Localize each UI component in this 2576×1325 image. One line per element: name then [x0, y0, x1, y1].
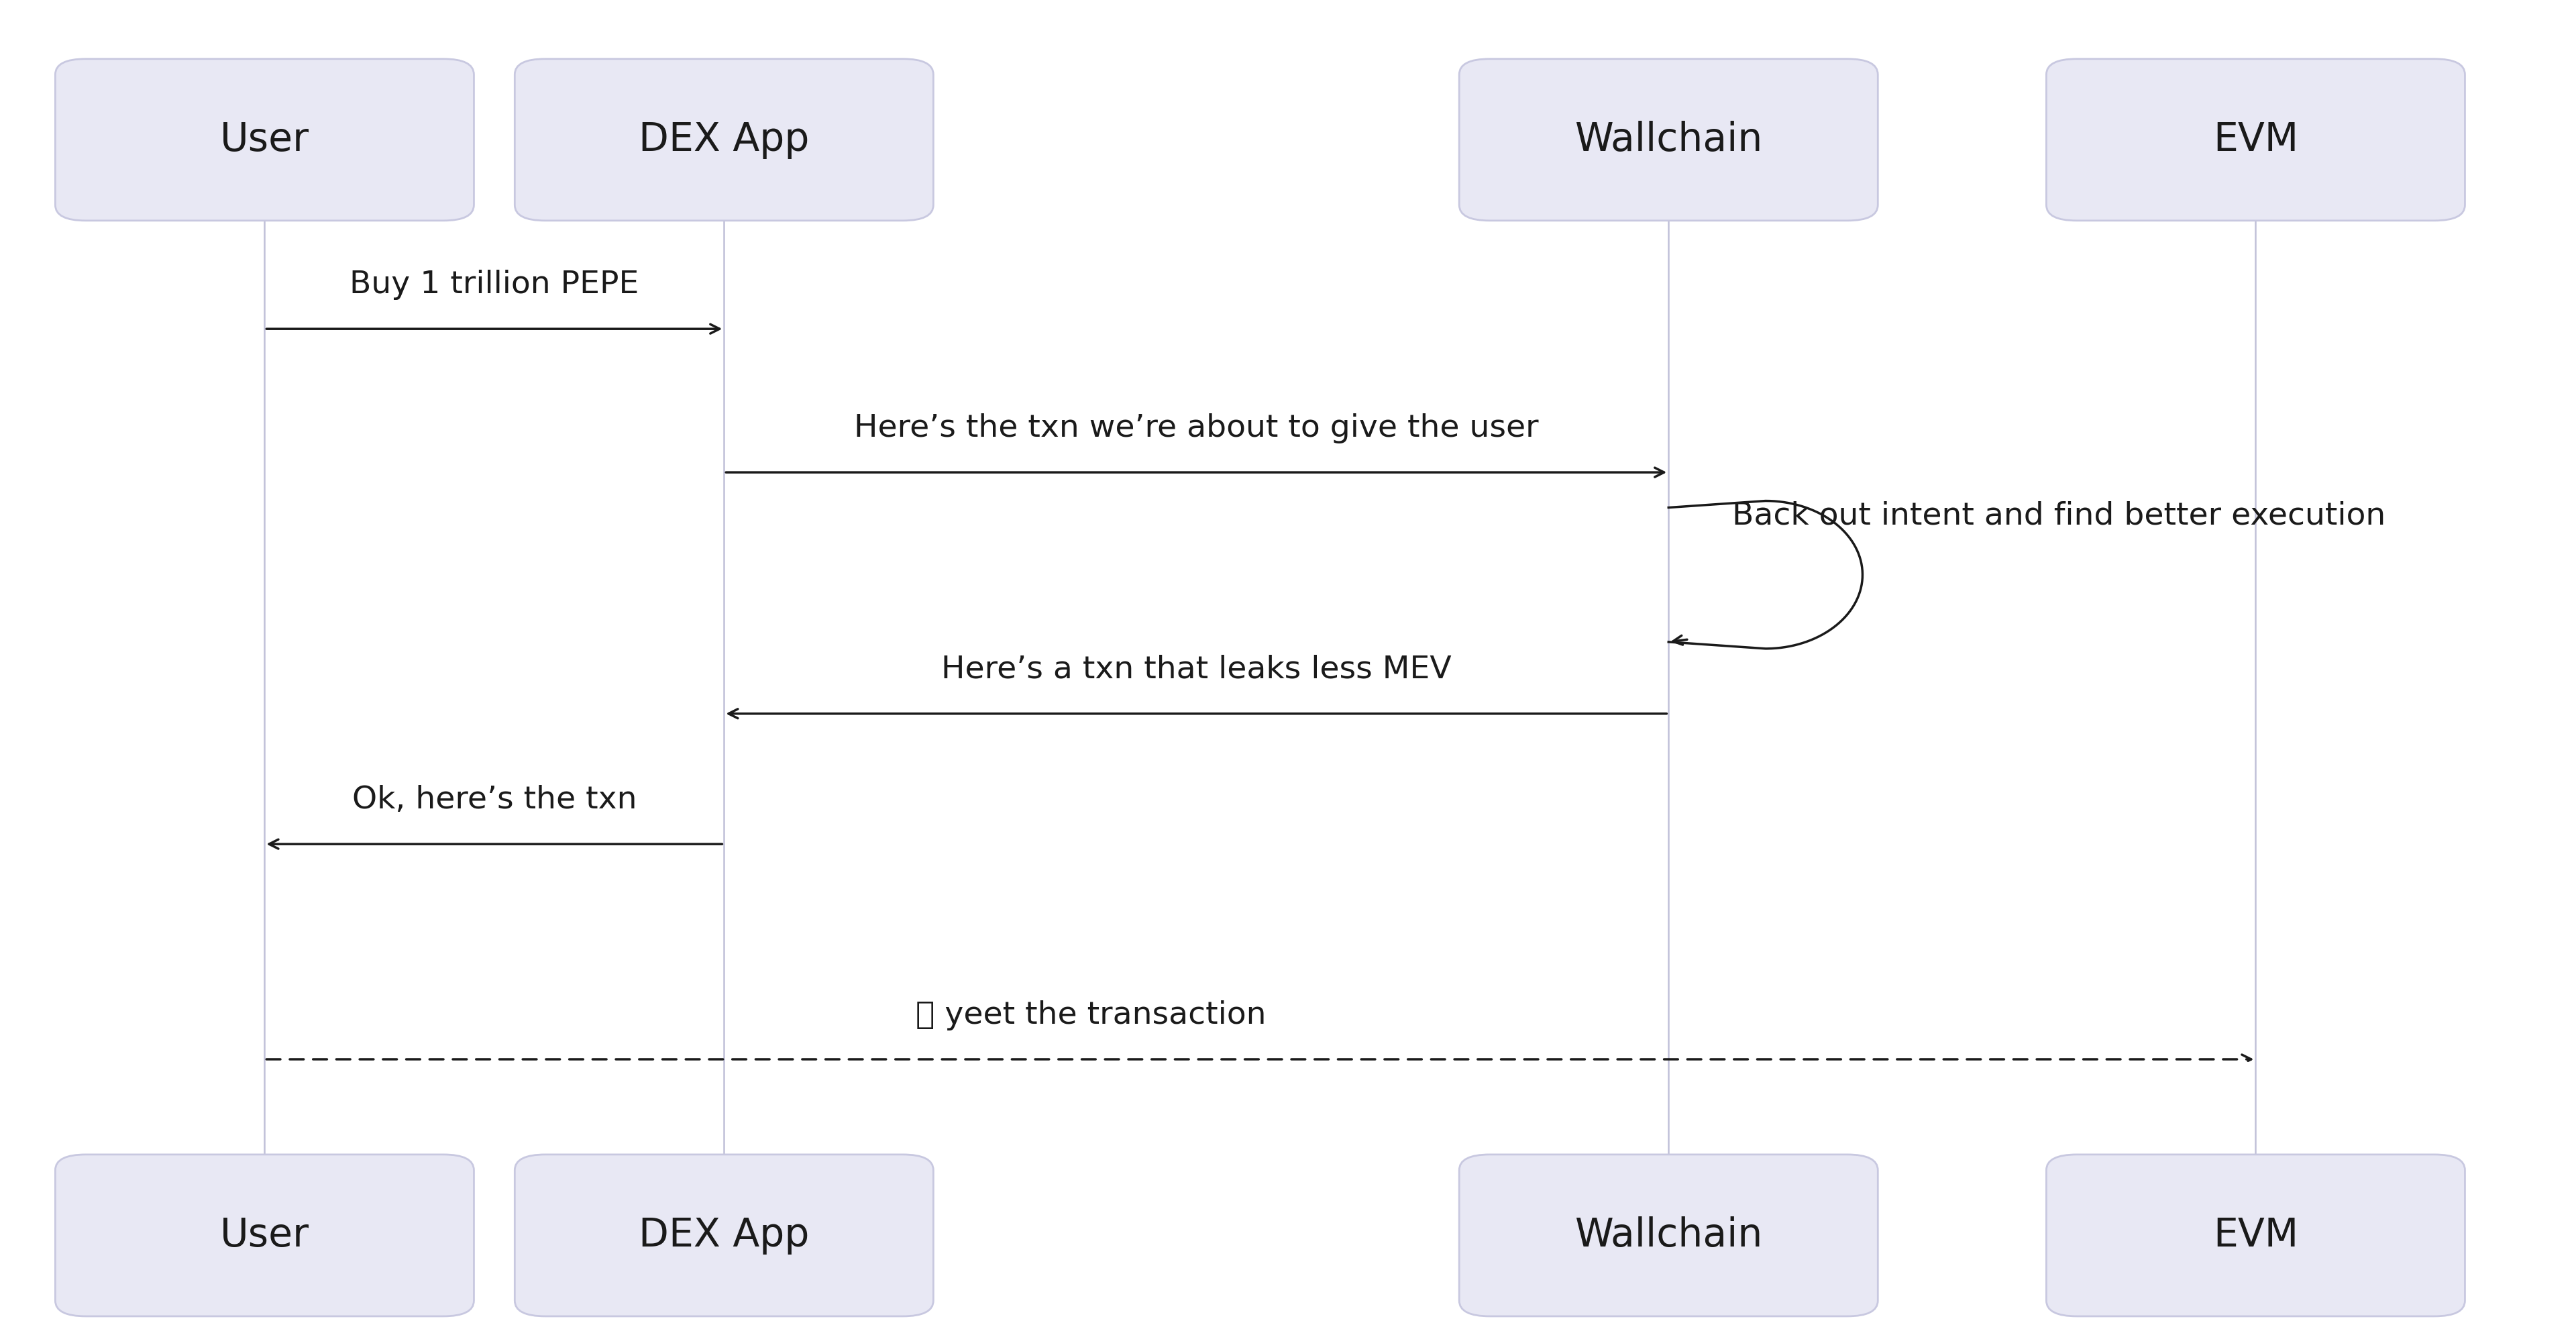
FancyBboxPatch shape: [1458, 1154, 1878, 1316]
Text: 🦊 yeet the transaction: 🦊 yeet the transaction: [914, 1000, 1265, 1031]
Text: DEX App: DEX App: [639, 121, 809, 159]
Text: User: User: [219, 1216, 309, 1255]
FancyBboxPatch shape: [54, 1154, 474, 1316]
Text: Wallchain: Wallchain: [1574, 121, 1762, 159]
Text: User: User: [219, 121, 309, 159]
Text: Wallchain: Wallchain: [1574, 1216, 1762, 1255]
Text: Buy 1 trillion PEPE: Buy 1 trillion PEPE: [350, 270, 639, 301]
FancyBboxPatch shape: [2045, 58, 2465, 221]
FancyBboxPatch shape: [515, 58, 933, 221]
Text: Ok, here’s the txn: Ok, here’s the txn: [353, 786, 636, 815]
Text: EVM: EVM: [2213, 1216, 2298, 1255]
Text: EVM: EVM: [2213, 121, 2298, 159]
Text: Back out intent and find better execution: Back out intent and find better executio…: [1731, 501, 2385, 531]
FancyBboxPatch shape: [1458, 58, 1878, 221]
Text: Here’s a txn that leaks less MEV: Here’s a txn that leaks less MEV: [940, 655, 1450, 685]
Text: Here’s the txn we’re about to give the user: Here’s the txn we’re about to give the u…: [855, 413, 1538, 444]
Text: DEX App: DEX App: [639, 1216, 809, 1255]
FancyBboxPatch shape: [54, 58, 474, 221]
FancyBboxPatch shape: [515, 1154, 933, 1316]
FancyBboxPatch shape: [2045, 1154, 2465, 1316]
